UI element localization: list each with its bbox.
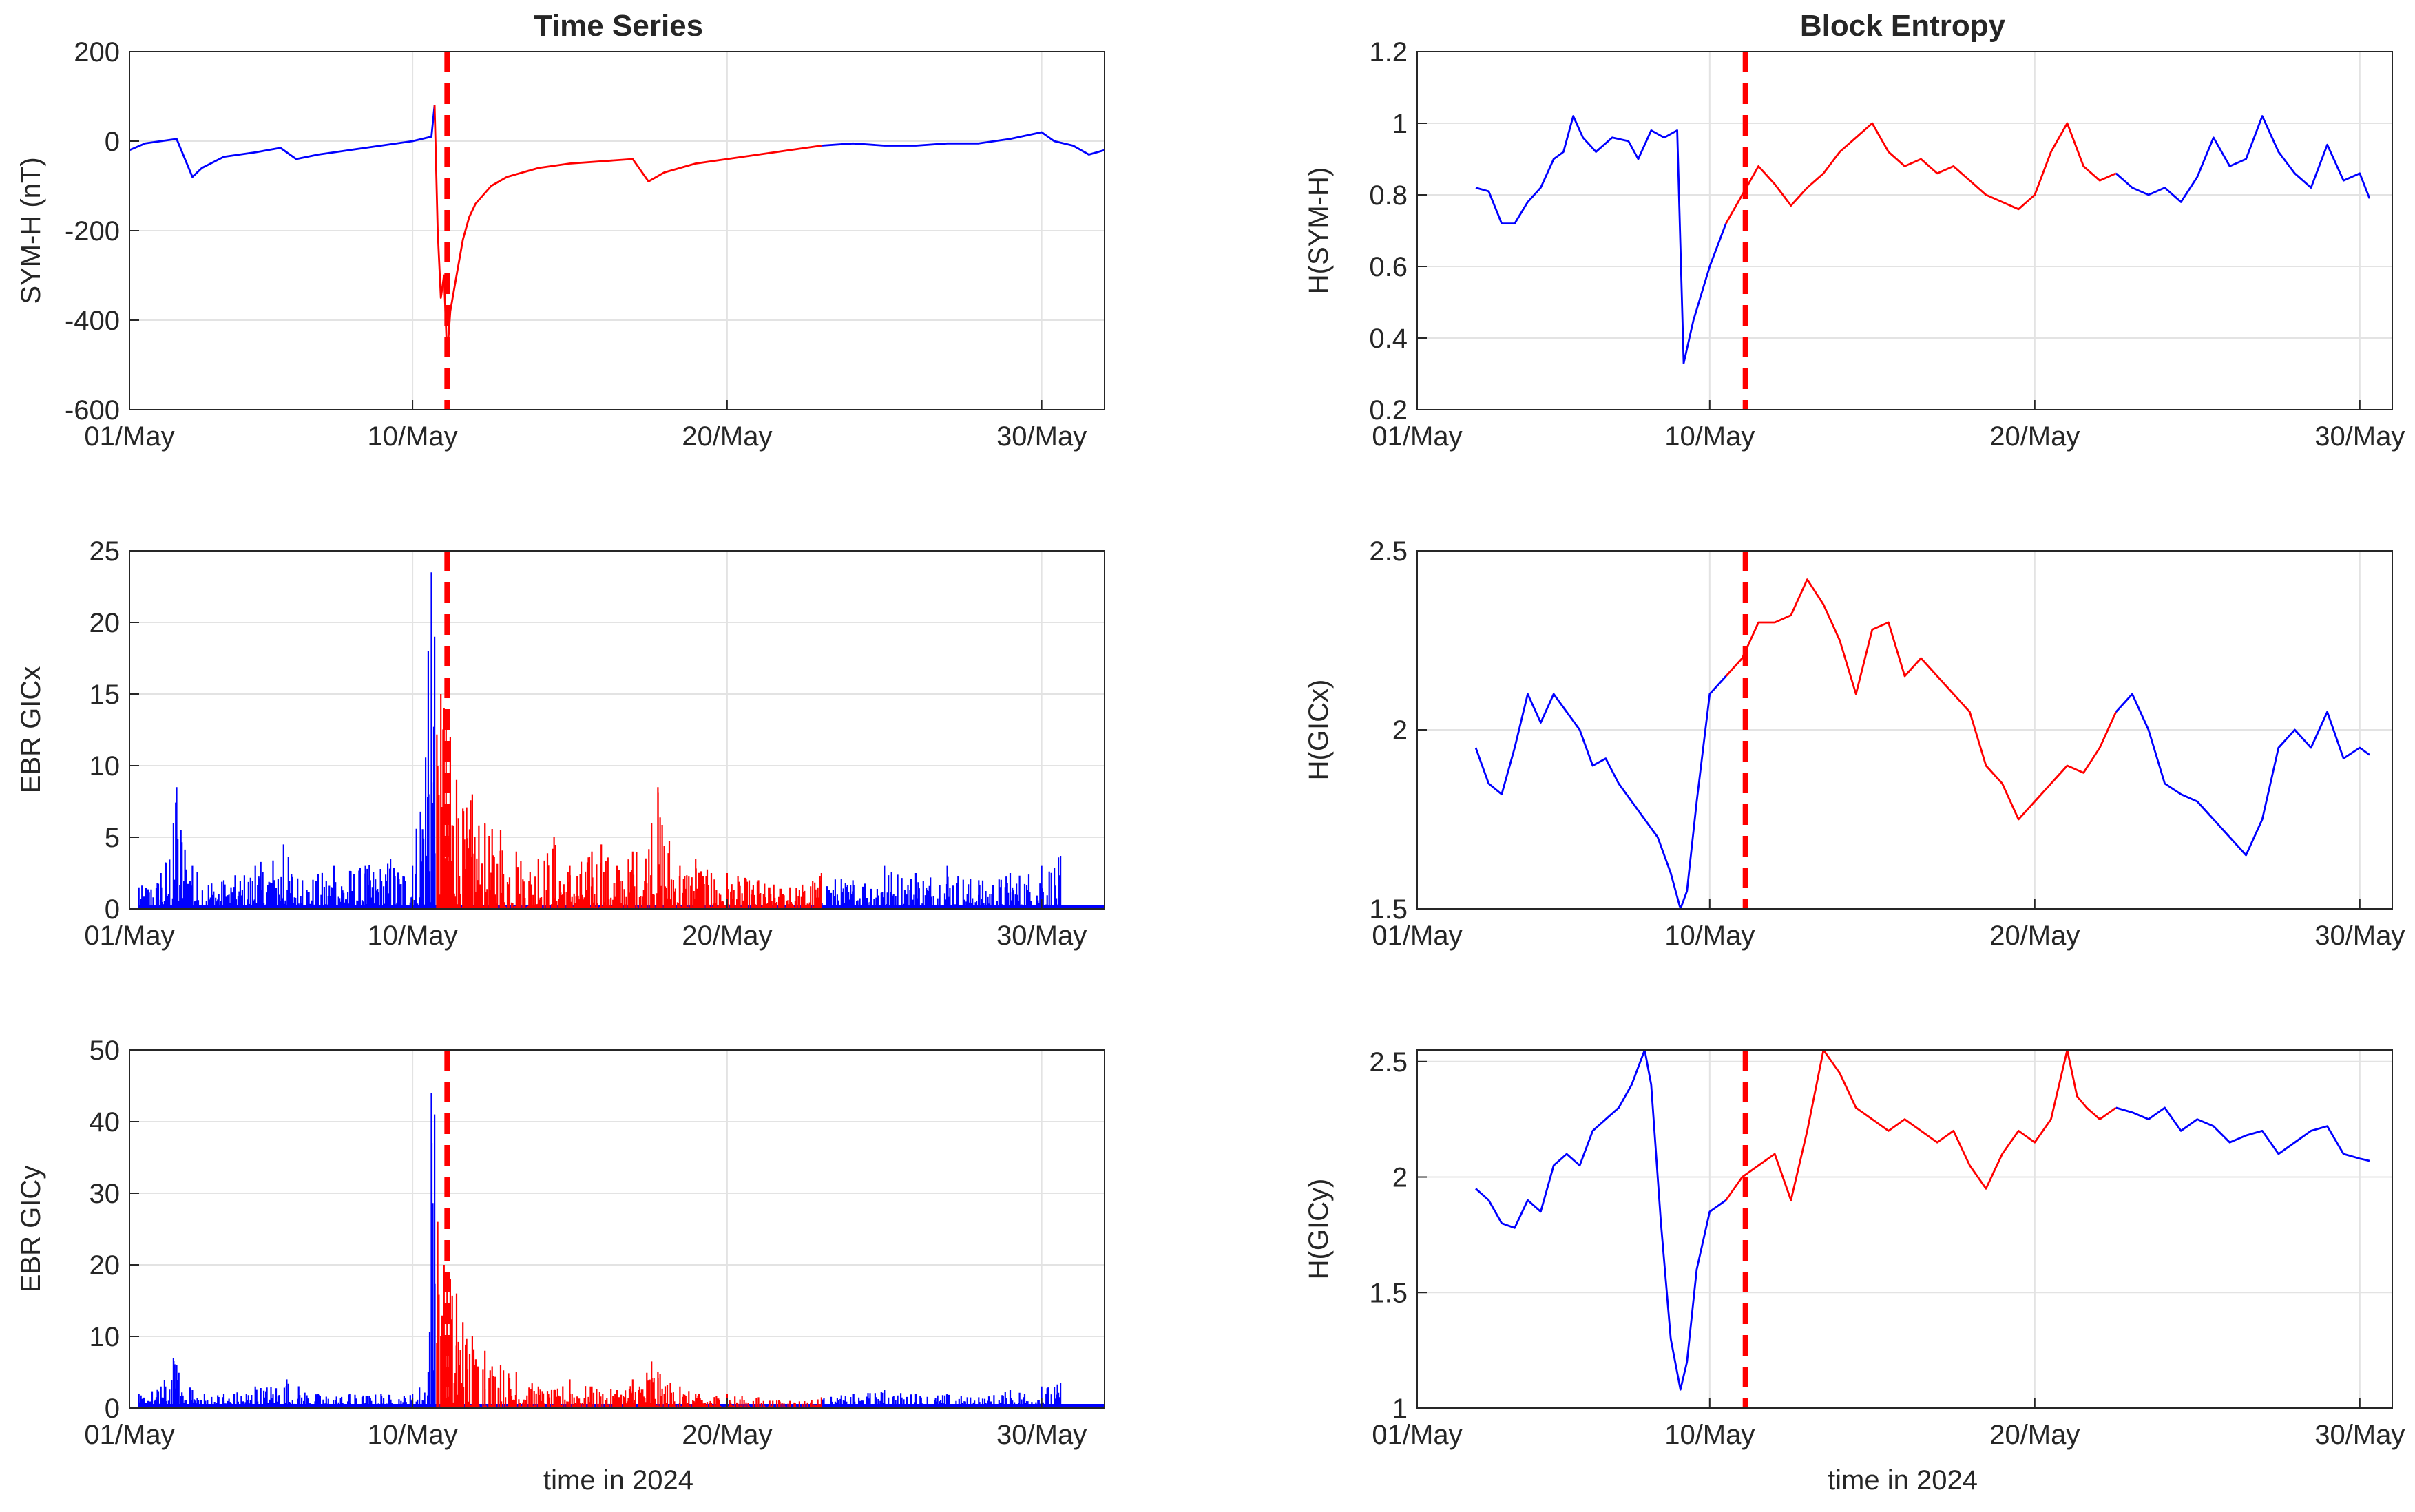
y-tick-label: 0.2 [1369, 395, 1408, 426]
x-tick-label: 30/May [2314, 921, 2405, 951]
x-tick-label: 01/May [84, 921, 174, 951]
quiet-series [2115, 115, 2371, 203]
y-tick-label: 25 [90, 536, 121, 567]
x-tick-label: 30/May [2314, 421, 2405, 452]
y-tick-label: 50 [90, 1036, 121, 1066]
axes-box [129, 1049, 1105, 1409]
panels: 01/May 10/May 20/May 30/May-600-400-2000200… [16, 37, 2405, 1450]
y-axis-label: EBR GICy [16, 1166, 46, 1292]
y-tick-label: 2.5 [1369, 536, 1408, 567]
y-tick-label: 15 [90, 680, 121, 710]
x-tick-label: 30/May [996, 421, 1087, 452]
y-tick-label: -600 [65, 395, 120, 426]
panel-1: 01/May 10/May 20/May 30/May -600 -400 -200 0 200… [16, 37, 1105, 452]
x-tick-label: 10/May [368, 1420, 458, 1450]
storm-series [433, 105, 822, 357]
y-axis-label: H(GICy) [1304, 1179, 1334, 1280]
time-series-xlabel: time in 2024 [543, 1465, 693, 1495]
panel-6: 01/May 10/May 20/May 30/May 1 1.5 2 2.5 H(GICy) [1304, 1047, 2405, 1450]
panel-5: 01/May 10/May 20/May 30/May 0 10 20 30 40 50 EBR G… [16, 1036, 1105, 1450]
y-axis-label: SYM-H (nT) [16, 157, 46, 304]
storm-series [1725, 122, 2117, 224]
y-tick-label: 1.2 [1369, 37, 1408, 67]
x-tick-label: 10/May [1664, 421, 1755, 452]
y-tick-label: 2 [1392, 1163, 1408, 1193]
block-entropy-title: Block Entropy [1800, 9, 2006, 43]
y-tick-label: 0 [105, 894, 120, 925]
panel-2: 01/May 10/May 20/May 30/May 0.2 0.4 0.6 0.8 1 1.2… [1304, 37, 2405, 452]
axes-box [129, 550, 1105, 910]
x-tick-label: 20/May [1989, 421, 2080, 452]
y-tick-label: 40 [90, 1107, 121, 1137]
x-tick-label: 01/May [84, 1420, 174, 1450]
x-tick-label: 20/May [682, 1420, 772, 1450]
quiet-series [2115, 1106, 2370, 1162]
plot-area [1417, 52, 2392, 410]
y-tick-label: 20 [90, 1250, 121, 1281]
plot-area [129, 551, 1105, 909]
plot-area [129, 1050, 1105, 1408]
y-tick-label: 0 [105, 127, 120, 157]
x-tick-label: 10/May [1664, 921, 1755, 951]
y-tick-label: 0.4 [1369, 324, 1408, 354]
quiet-series [1475, 1049, 1727, 1391]
axes-box [1416, 51, 2393, 410]
y-tick-label: 0 [105, 1394, 120, 1424]
y-tick-label: 0.8 [1369, 180, 1408, 211]
block-entropy-xlabel: time in 2024 [1828, 1465, 1978, 1495]
y-tick-label: 20 [90, 608, 121, 638]
y-tick-label: 0.6 [1369, 252, 1408, 282]
quiet-series [1474, 675, 1727, 910]
x-tick-label: 01/May [1372, 1420, 1462, 1450]
plot-area [1417, 1050, 2392, 1408]
quiet-series [2115, 693, 2370, 857]
panel-4: 01/May 10/May 20/May 30/May 1.5 2 2.5 H(GICx) [1304, 536, 2405, 951]
quiet-series [1475, 115, 1727, 364]
y-tick-label: 5 [105, 823, 120, 853]
x-tick-label: 30/May [2314, 1420, 2405, 1450]
y-tick-label: -400 [65, 306, 120, 336]
y-tick-label: 10 [90, 1322, 121, 1352]
axes-box [1416, 1049, 2393, 1409]
y-tick-label: 30 [90, 1179, 121, 1209]
storm-series [1725, 1049, 2117, 1201]
y-tick-label: 1.5 [1369, 1278, 1408, 1308]
y-axis-label: EBR GICx [16, 666, 46, 793]
x-tick-label: 01/May [1372, 421, 1462, 452]
y-tick-label: -200 [65, 216, 120, 246]
y-axis-label: H(SYM-H) [1304, 167, 1334, 294]
quiet-series [129, 105, 436, 178]
panel-3: 01/May 10/May 20/May 30/May 0 5 10 15 20 25 EBR GI… [16, 536, 1105, 951]
time-series-title: Time Series [534, 9, 703, 43]
x-tick-label: 01/May [1372, 921, 1462, 951]
y-tick-label: 10 [90, 751, 121, 781]
x-tick-label: 20/May [682, 921, 772, 951]
y-axis-label: H(GICx) [1304, 680, 1334, 781]
x-tick-label: 20/May [1989, 1420, 2080, 1450]
x-tick-label: 20/May [1989, 921, 2080, 951]
y-tick-label: 2.5 [1369, 1047, 1408, 1078]
x-tick-label: 10/May [368, 421, 458, 452]
y-tick-label: 200 [74, 37, 120, 67]
y-tick-label: 1.5 [1369, 894, 1408, 925]
y-tick-label: 2 [1392, 715, 1408, 746]
y-tick-label: 1 [1392, 1394, 1408, 1424]
x-tick-label: 01/May [84, 421, 174, 452]
x-tick-label: 10/May [1664, 1420, 1755, 1450]
quiet-series [821, 131, 1105, 156]
y-tick-label: 1 [1392, 109, 1408, 139]
storm-series [1725, 578, 2118, 821]
x-tick-label: 20/May [682, 421, 772, 452]
x-tick-label: 30/May [996, 921, 1087, 951]
x-tick-label: 30/May [996, 1420, 1087, 1450]
x-tick-label: 10/May [368, 921, 458, 951]
